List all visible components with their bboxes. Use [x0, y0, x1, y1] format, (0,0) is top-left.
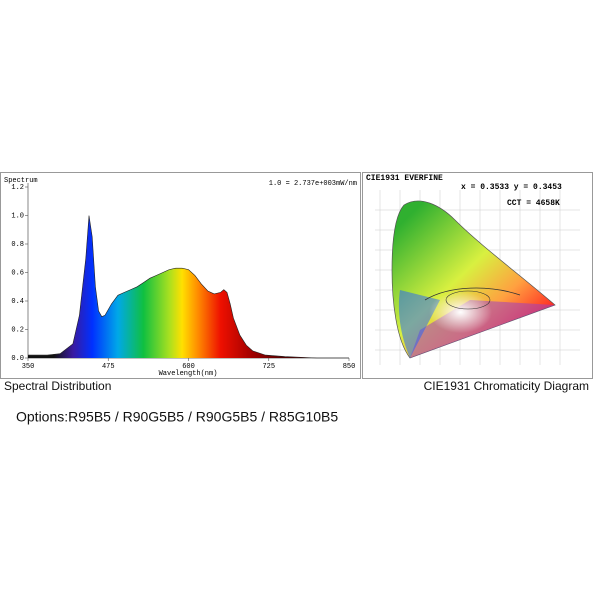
y-tick-label: 0.6: [11, 269, 24, 277]
cie-cct: CCT = 4658K: [507, 199, 560, 208]
x-tick-label: 850: [343, 363, 356, 371]
chart-note: 1.0 = 2.737e+003mW/nm: [269, 180, 357, 188]
x-tick-label: 350: [22, 363, 35, 371]
x-tick-label: 475: [102, 363, 115, 371]
y-tick-label: 1.0: [11, 212, 24, 220]
spectrum-frame: [0, 172, 361, 379]
spectrum-line: [28, 215, 349, 359]
x-tick-label: 600: [182, 363, 195, 371]
options: Options:R95B5 / R90G5B5 / R90G5B5 / R85G…: [16, 409, 338, 425]
cie-diagram: [375, 190, 580, 365]
x-axis-label: Wavelength(nm): [159, 370, 218, 378]
cie-coords: x = 0.3533 y = 0.3453: [461, 183, 562, 192]
y-tick-label: 0.0: [11, 355, 24, 363]
cie-caption: CIE1931 Chromaticity Diagram: [424, 379, 589, 393]
y-tick-label: 0.4: [11, 298, 24, 306]
spectrum-caption: Spectral Distribution: [4, 379, 111, 393]
chart-title: Spectrum: [4, 177, 38, 185]
cie-title: CIE1931 EVERFINE: [366, 174, 443, 183]
cie-frame: [362, 172, 593, 379]
x-tick-label: 725: [262, 363, 275, 371]
y-tick-label: 0.8: [11, 241, 24, 249]
y-tick-label: 1.2: [11, 184, 24, 192]
y-tick-label: 0.2: [11, 326, 24, 334]
spectrum-area: [28, 215, 349, 358]
